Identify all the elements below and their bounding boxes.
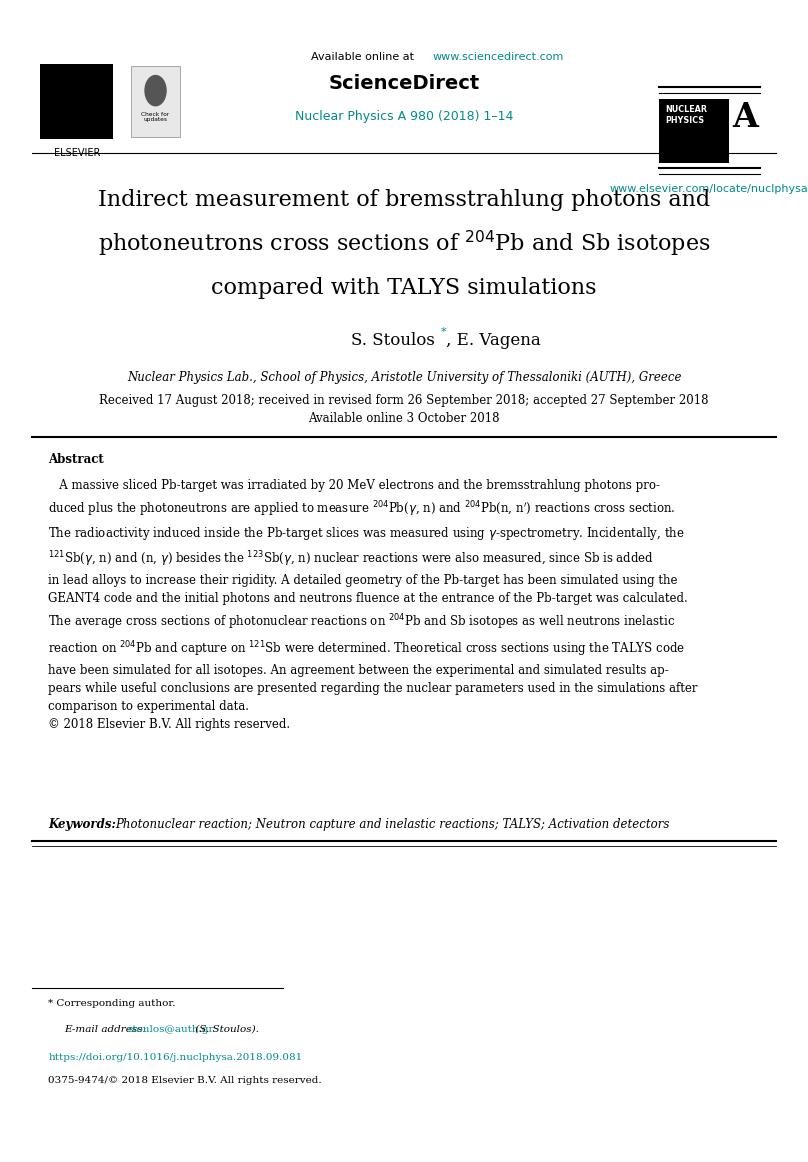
- Text: Received 17 August 2018; received in revised form 26 September 2018; accepted 27: Received 17 August 2018; received in rev…: [99, 394, 709, 408]
- Text: Nuclear Physics A 980 (2018) 1–14: Nuclear Physics A 980 (2018) 1–14: [295, 109, 513, 123]
- Text: (S. Stoulos).: (S. Stoulos).: [192, 1025, 259, 1034]
- Text: ELSEVIER: ELSEVIER: [53, 148, 100, 158]
- FancyBboxPatch shape: [40, 64, 113, 139]
- Text: *: *: [440, 328, 446, 337]
- Text: NUCLEAR
PHYSICS: NUCLEAR PHYSICS: [665, 105, 707, 125]
- Text: photoneutrons cross sections of $^{204}$Pb and Sb isotopes: photoneutrons cross sections of $^{204}$…: [98, 229, 710, 259]
- Text: Check for
updates: Check for updates: [141, 112, 170, 122]
- Text: A: A: [732, 101, 759, 134]
- FancyBboxPatch shape: [659, 99, 730, 163]
- Text: , E. Vagena: , E. Vagena: [446, 332, 541, 349]
- Text: S. Stoulos: S. Stoulos: [351, 332, 436, 349]
- Text: Available online 3 October 2018: Available online 3 October 2018: [308, 411, 500, 425]
- Text: Available online at: Available online at: [311, 52, 418, 62]
- Text: 0375-9474/© 2018 Elsevier B.V. All rights reserved.: 0375-9474/© 2018 Elsevier B.V. All right…: [48, 1076, 322, 1085]
- Text: www.elsevier.com/locate/nuclphysa: www.elsevier.com/locate/nuclphysa: [610, 184, 808, 194]
- Text: Keywords:: Keywords:: [48, 818, 120, 831]
- Text: Abstract: Abstract: [48, 453, 104, 466]
- Text: Indirect measurement of bremsstrahlung photons and: Indirect measurement of bremsstrahlung p…: [98, 189, 710, 210]
- Text: stoulos@auth.gr: stoulos@auth.gr: [128, 1025, 214, 1034]
- Text: Photonuclear reaction; Neutron capture and inelastic reactions; TALYS; Activatio: Photonuclear reaction; Neutron capture a…: [116, 818, 670, 831]
- Text: E-mail address:: E-mail address:: [65, 1025, 150, 1034]
- Text: Nuclear Physics Lab., School of Physics, Aristotle University of Thessaloniki (A: Nuclear Physics Lab., School of Physics,…: [127, 371, 681, 385]
- Text: https://doi.org/10.1016/j.nuclphysa.2018.09.081: https://doi.org/10.1016/j.nuclphysa.2018…: [48, 1053, 303, 1062]
- Text: * Corresponding author.: * Corresponding author.: [48, 999, 176, 1009]
- Text: A massive sliced Pb-target was irradiated by 20 MeV electrons and the bremsstrah: A massive sliced Pb-target was irradiate…: [48, 479, 698, 732]
- Text: ScienceDirect: ScienceDirect: [328, 74, 480, 93]
- Text: www.sciencedirect.com: www.sciencedirect.com: [432, 52, 564, 62]
- Circle shape: [145, 76, 166, 106]
- FancyBboxPatch shape: [131, 66, 180, 137]
- Text: compared with TALYS simulations: compared with TALYS simulations: [211, 278, 597, 299]
